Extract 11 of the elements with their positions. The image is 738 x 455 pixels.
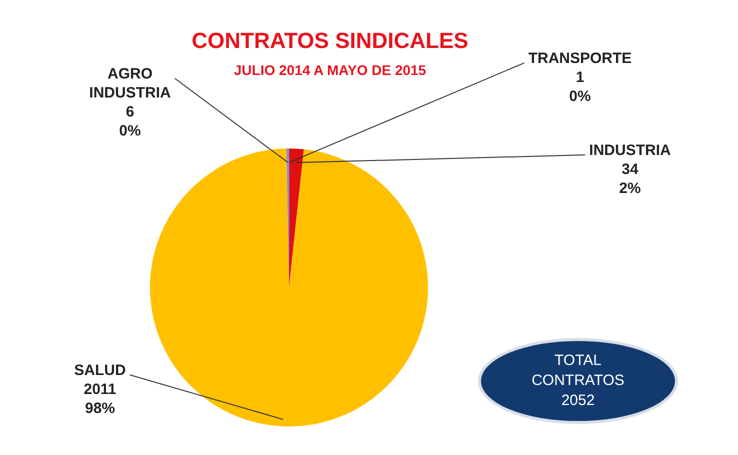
text: TOTAL CONTRATOS 2052 [478, 338, 678, 424]
chart-title: CONTRATOS SINDICALES [190, 28, 470, 54]
data-label: 34 2% [619, 161, 641, 198]
slice-label: INDUSTRIA [589, 142, 671, 160]
data-label: 6 0% [119, 104, 141, 140]
slice-label: SALUD [74, 362, 126, 380]
data-label: 1 0% [569, 69, 591, 106]
slice-label: AGRO INDUSTRIA [89, 66, 171, 102]
data-label: 2011 98% [84, 381, 116, 418]
text: JULIO 2014 A MAYO DE 2015 [234, 62, 426, 78]
slice-label: TRANSPORTE [528, 50, 632, 68]
